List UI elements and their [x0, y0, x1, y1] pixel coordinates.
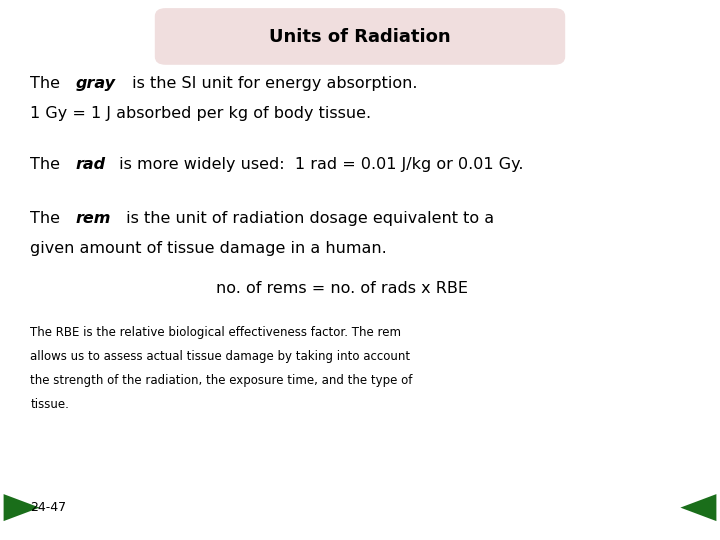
Polygon shape — [680, 494, 716, 521]
Polygon shape — [4, 494, 40, 521]
Text: is the SI unit for energy absorption.: is the SI unit for energy absorption. — [127, 76, 418, 91]
FancyBboxPatch shape — [155, 8, 565, 65]
Text: rad: rad — [76, 157, 106, 172]
Text: the strength of the radiation, the exposure time, and the type of: the strength of the radiation, the expos… — [30, 374, 413, 387]
Text: Units of Radiation: Units of Radiation — [269, 28, 451, 46]
Text: 1 Gy = 1 J absorbed per kg of body tissue.: 1 Gy = 1 J absorbed per kg of body tissu… — [30, 106, 372, 121]
Text: The: The — [30, 76, 66, 91]
Text: is more widely used:  1 rad = 0.01 J/kg or 0.01 Gy.: is more widely used: 1 rad = 0.01 J/kg o… — [114, 157, 524, 172]
Text: is the unit of radiation dosage equivalent to a: is the unit of radiation dosage equivale… — [121, 211, 495, 226]
Text: tissue.: tissue. — [30, 399, 69, 411]
Text: rem: rem — [76, 211, 111, 226]
Text: The RBE is the relative biological effectiveness factor. The rem: The RBE is the relative biological effec… — [30, 326, 401, 339]
Text: no. of rems = no. of rads x RBE: no. of rems = no. of rads x RBE — [216, 281, 468, 296]
Text: The: The — [30, 157, 66, 172]
Text: allows us to assess actual tissue damage by taking into account: allows us to assess actual tissue damage… — [30, 350, 410, 363]
Text: 24-47: 24-47 — [30, 501, 66, 514]
Text: given amount of tissue damage in a human.: given amount of tissue damage in a human… — [30, 241, 387, 256]
Text: The: The — [30, 211, 66, 226]
Text: gray: gray — [76, 76, 116, 91]
